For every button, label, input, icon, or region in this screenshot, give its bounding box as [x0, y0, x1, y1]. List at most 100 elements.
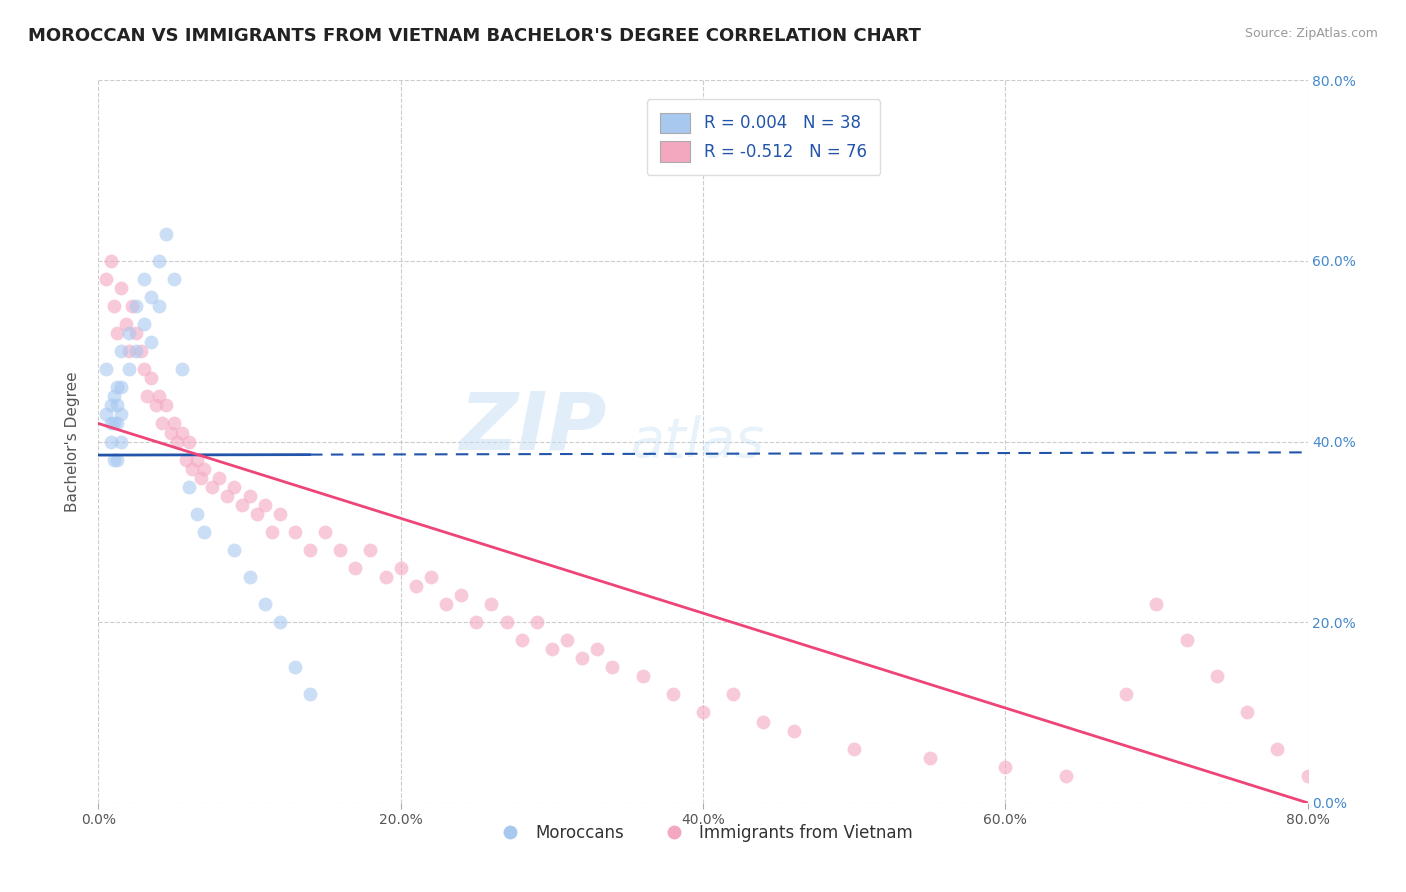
- Point: [94, 362, 117, 376]
- Point: [132, 272, 155, 286]
- Point: [555, 633, 578, 648]
- Point: [114, 317, 136, 331]
- Point: [374, 570, 396, 584]
- Point: [224, 480, 246, 494]
- Point: [389, 561, 412, 575]
- Point: [994, 760, 1017, 774]
- Point: [118, 326, 141, 340]
- Text: ZIP: ZIP: [458, 388, 606, 467]
- Point: [103, 299, 125, 313]
- Point: [163, 272, 186, 286]
- Point: [723, 687, 745, 701]
- Point: [94, 272, 117, 286]
- Text: Source: ZipAtlas.com: Source: ZipAtlas.com: [1244, 27, 1378, 40]
- Y-axis label: Bachelor's Degree: Bachelor's Degree: [65, 371, 80, 512]
- Point: [1206, 669, 1229, 683]
- Point: [170, 425, 193, 440]
- Point: [105, 452, 128, 467]
- Point: [253, 498, 276, 512]
- Point: [135, 389, 157, 403]
- Point: [163, 417, 186, 431]
- Point: [155, 398, 177, 412]
- Point: [1144, 597, 1167, 611]
- Point: [299, 542, 322, 557]
- Point: [170, 362, 193, 376]
- Point: [495, 615, 517, 630]
- Point: [103, 452, 125, 467]
- Point: [262, 524, 284, 539]
- Point: [329, 542, 352, 557]
- Point: [179, 434, 201, 449]
- Point: [110, 380, 132, 394]
- Point: [526, 615, 548, 630]
- Point: [110, 408, 132, 422]
- Point: [1267, 741, 1289, 756]
- Point: [360, 542, 382, 557]
- Point: [94, 408, 117, 422]
- Point: [105, 380, 128, 394]
- Point: [125, 344, 148, 359]
- Point: [103, 417, 125, 431]
- Point: [100, 254, 122, 268]
- Point: [193, 524, 215, 539]
- Point: [661, 687, 683, 701]
- Point: [100, 434, 122, 449]
- Point: [193, 461, 215, 475]
- Point: [174, 452, 197, 467]
- Point: [844, 741, 866, 756]
- Point: [148, 389, 170, 403]
- Point: [186, 507, 208, 521]
- Point: [631, 669, 654, 683]
- Point: [141, 371, 163, 385]
- Point: [201, 480, 224, 494]
- Point: [121, 299, 143, 313]
- Point: [105, 398, 128, 412]
- Point: [231, 498, 253, 512]
- Point: [141, 335, 163, 350]
- Point: [186, 452, 208, 467]
- Point: [125, 326, 148, 340]
- Point: [465, 615, 488, 630]
- Point: [215, 489, 238, 503]
- Point: [105, 326, 128, 340]
- Point: [155, 227, 177, 241]
- Point: [100, 398, 122, 412]
- Point: [125, 299, 148, 313]
- Point: [602, 660, 624, 674]
- Point: [239, 570, 262, 584]
- Point: [434, 597, 457, 611]
- Point: [1115, 687, 1137, 701]
- Point: [110, 344, 132, 359]
- Point: [179, 480, 201, 494]
- Point: [344, 561, 367, 575]
- Point: [405, 579, 427, 593]
- Point: [299, 687, 322, 701]
- Point: [450, 588, 472, 602]
- Legend: Moroccans, Immigrants from Vietnam: Moroccans, Immigrants from Vietnam: [486, 817, 920, 848]
- Point: [1054, 769, 1077, 783]
- Point: [540, 642, 562, 657]
- Point: [160, 425, 183, 440]
- Point: [1236, 706, 1258, 720]
- Point: [692, 706, 714, 720]
- Point: [110, 434, 132, 449]
- Point: [783, 723, 806, 738]
- Point: [141, 290, 163, 304]
- Point: [918, 750, 941, 764]
- Point: [571, 651, 593, 665]
- Point: [420, 570, 443, 584]
- Point: [100, 417, 122, 431]
- Text: MOROCCAN VS IMMIGRANTS FROM VIETNAM BACHELOR'S DEGREE CORRELATION CHART: MOROCCAN VS IMMIGRANTS FROM VIETNAM BACH…: [28, 27, 921, 45]
- Point: [586, 642, 609, 657]
- Point: [1175, 633, 1198, 648]
- Point: [148, 299, 170, 313]
- Point: [118, 362, 141, 376]
- Point: [269, 615, 291, 630]
- Point: [1296, 769, 1319, 783]
- Point: [269, 507, 291, 521]
- Point: [118, 344, 141, 359]
- Point: [166, 434, 188, 449]
- Point: [246, 507, 269, 521]
- Point: [208, 471, 231, 485]
- Point: [132, 317, 155, 331]
